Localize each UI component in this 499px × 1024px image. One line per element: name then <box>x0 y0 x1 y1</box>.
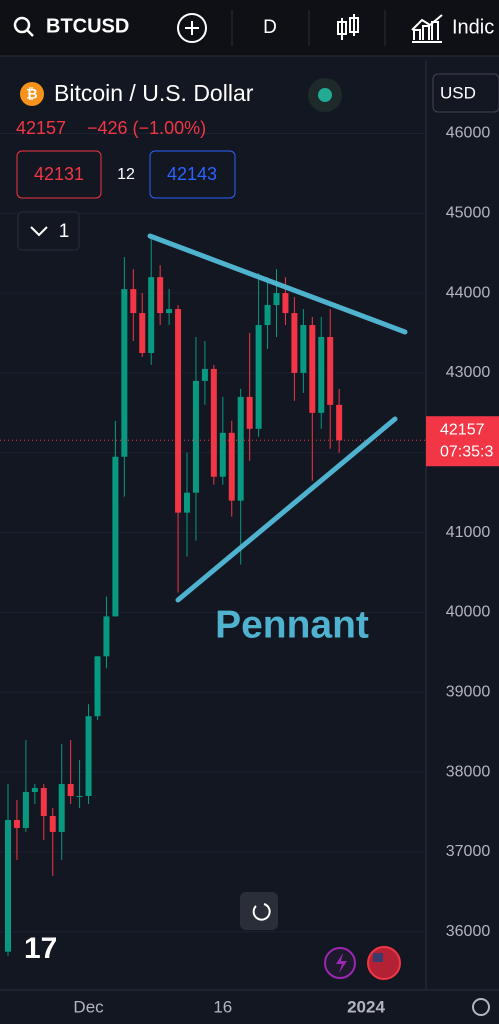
candle-body <box>255 325 262 429</box>
settings-button[interactable] <box>472 998 490 1016</box>
candle-body <box>40 788 47 816</box>
y-tick-label: 40000 <box>446 604 491 621</box>
bid[interactable]: 42131 <box>34 164 84 184</box>
candle-body <box>31 788 38 793</box>
candle-body <box>76 796 83 798</box>
candle-body <box>103 616 110 657</box>
y-tick-label: 38000 <box>446 763 491 780</box>
events-button[interactable] <box>367 946 401 980</box>
candle-body <box>148 277 155 353</box>
candle-body <box>139 313 146 353</box>
add-button[interactable] <box>177 13 207 43</box>
candle-body <box>49 815 56 832</box>
flag <box>373 953 383 962</box>
chevron <box>30 226 48 237</box>
candle-body <box>282 293 289 314</box>
candle-body <box>166 309 173 314</box>
candle-body <box>228 432 235 501</box>
flash-icon <box>336 953 347 973</box>
x-tick-label: 2024 <box>347 997 385 1016</box>
y-tick-label: 41000 <box>446 524 491 541</box>
time-axis: Dec 16 2024 <box>73 997 385 1016</box>
last-price: 42157 <box>16 118 66 138</box>
btc-logo <box>20 82 44 106</box>
annotation: Pennant <box>215 603 369 646</box>
add-icon <box>185 21 199 35</box>
status-dot <box>318 88 332 102</box>
candle-body <box>130 289 137 314</box>
candle-body <box>309 325 316 413</box>
search-icon[interactable] <box>13 16 31 34</box>
candle-body <box>67 784 74 797</box>
candle-body <box>112 456 119 617</box>
last-price-label-bg <box>426 416 499 467</box>
y-tick-label: 36000 <box>446 923 491 940</box>
price-axis: 3600037000380003900040000410004200043000… <box>426 125 499 940</box>
reset-button[interactable] <box>240 892 278 930</box>
candle-body <box>318 337 325 413</box>
ask[interactable]: 42143 <box>167 164 217 184</box>
indicators[interactable]: Indic <box>452 16 494 38</box>
candle-body <box>237 396 244 501</box>
candle-body <box>219 432 226 477</box>
symbol[interactable]: BTCUSD <box>46 15 129 37</box>
currency[interactable]: USD <box>440 83 476 102</box>
candle-body <box>121 289 128 457</box>
candle-body <box>264 305 271 326</box>
candle-body <box>300 325 307 373</box>
candle-body <box>157 277 164 314</box>
candle-body <box>273 293 280 306</box>
instrument-name: Bitcoin / U.S. Dollar <box>54 80 254 106</box>
candle-body <box>58 784 65 832</box>
reset-icon <box>252 903 271 921</box>
countdown: 07:35:3 <box>440 443 493 460</box>
y-tick-label: 39000 <box>446 683 491 700</box>
tv-logo: 17 <box>24 932 57 965</box>
candle-body <box>192 380 199 493</box>
interval[interactable]: D <box>263 17 277 38</box>
x-tick-label: 16 <box>213 997 232 1016</box>
bid-box[interactable] <box>16 150 102 199</box>
candle-body <box>22 792 29 828</box>
candle-body <box>5 819 11 952</box>
candle-body <box>13 819 20 828</box>
x-tick-label: Dec <box>73 997 104 1016</box>
chart-type-icon[interactable] <box>337 14 359 40</box>
candle-body <box>85 716 92 797</box>
candle-body <box>175 309 182 513</box>
layers-button[interactable] <box>17 211 80 251</box>
spread: 12 <box>117 166 135 183</box>
candle-body <box>336 404 343 441</box>
currency-button[interactable] <box>432 73 499 113</box>
candle-body <box>184 492 190 513</box>
y-tick-label: 45000 <box>446 204 491 221</box>
search-icon <box>26 29 34 37</box>
y-tick-label: 44000 <box>446 284 491 301</box>
btc-logo-glyph: ₿ <box>26 86 37 102</box>
candle-body <box>210 368 217 477</box>
candle-body <box>201 368 208 381</box>
ask-box[interactable] <box>149 150 236 199</box>
indicators-icon[interactable] <box>411 14 443 43</box>
candle-body <box>246 396 253 429</box>
price-change: −426 (−1.00%) <box>87 118 206 138</box>
trend-line[interactable] <box>175 416 398 603</box>
y-tick-label: 46000 <box>446 125 491 142</box>
candles <box>0 237 426 956</box>
y-tick-label: 43000 <box>446 364 491 381</box>
layers-count[interactable]: 1 <box>59 221 70 242</box>
last-price-label: 42157 <box>440 421 485 438</box>
y-tick-label: 37000 <box>446 843 491 860</box>
trend-line[interactable] <box>147 233 408 335</box>
candle-body <box>327 337 334 405</box>
candle-body <box>291 313 298 373</box>
candle-body <box>94 656 101 717</box>
toolbar <box>0 0 499 56</box>
